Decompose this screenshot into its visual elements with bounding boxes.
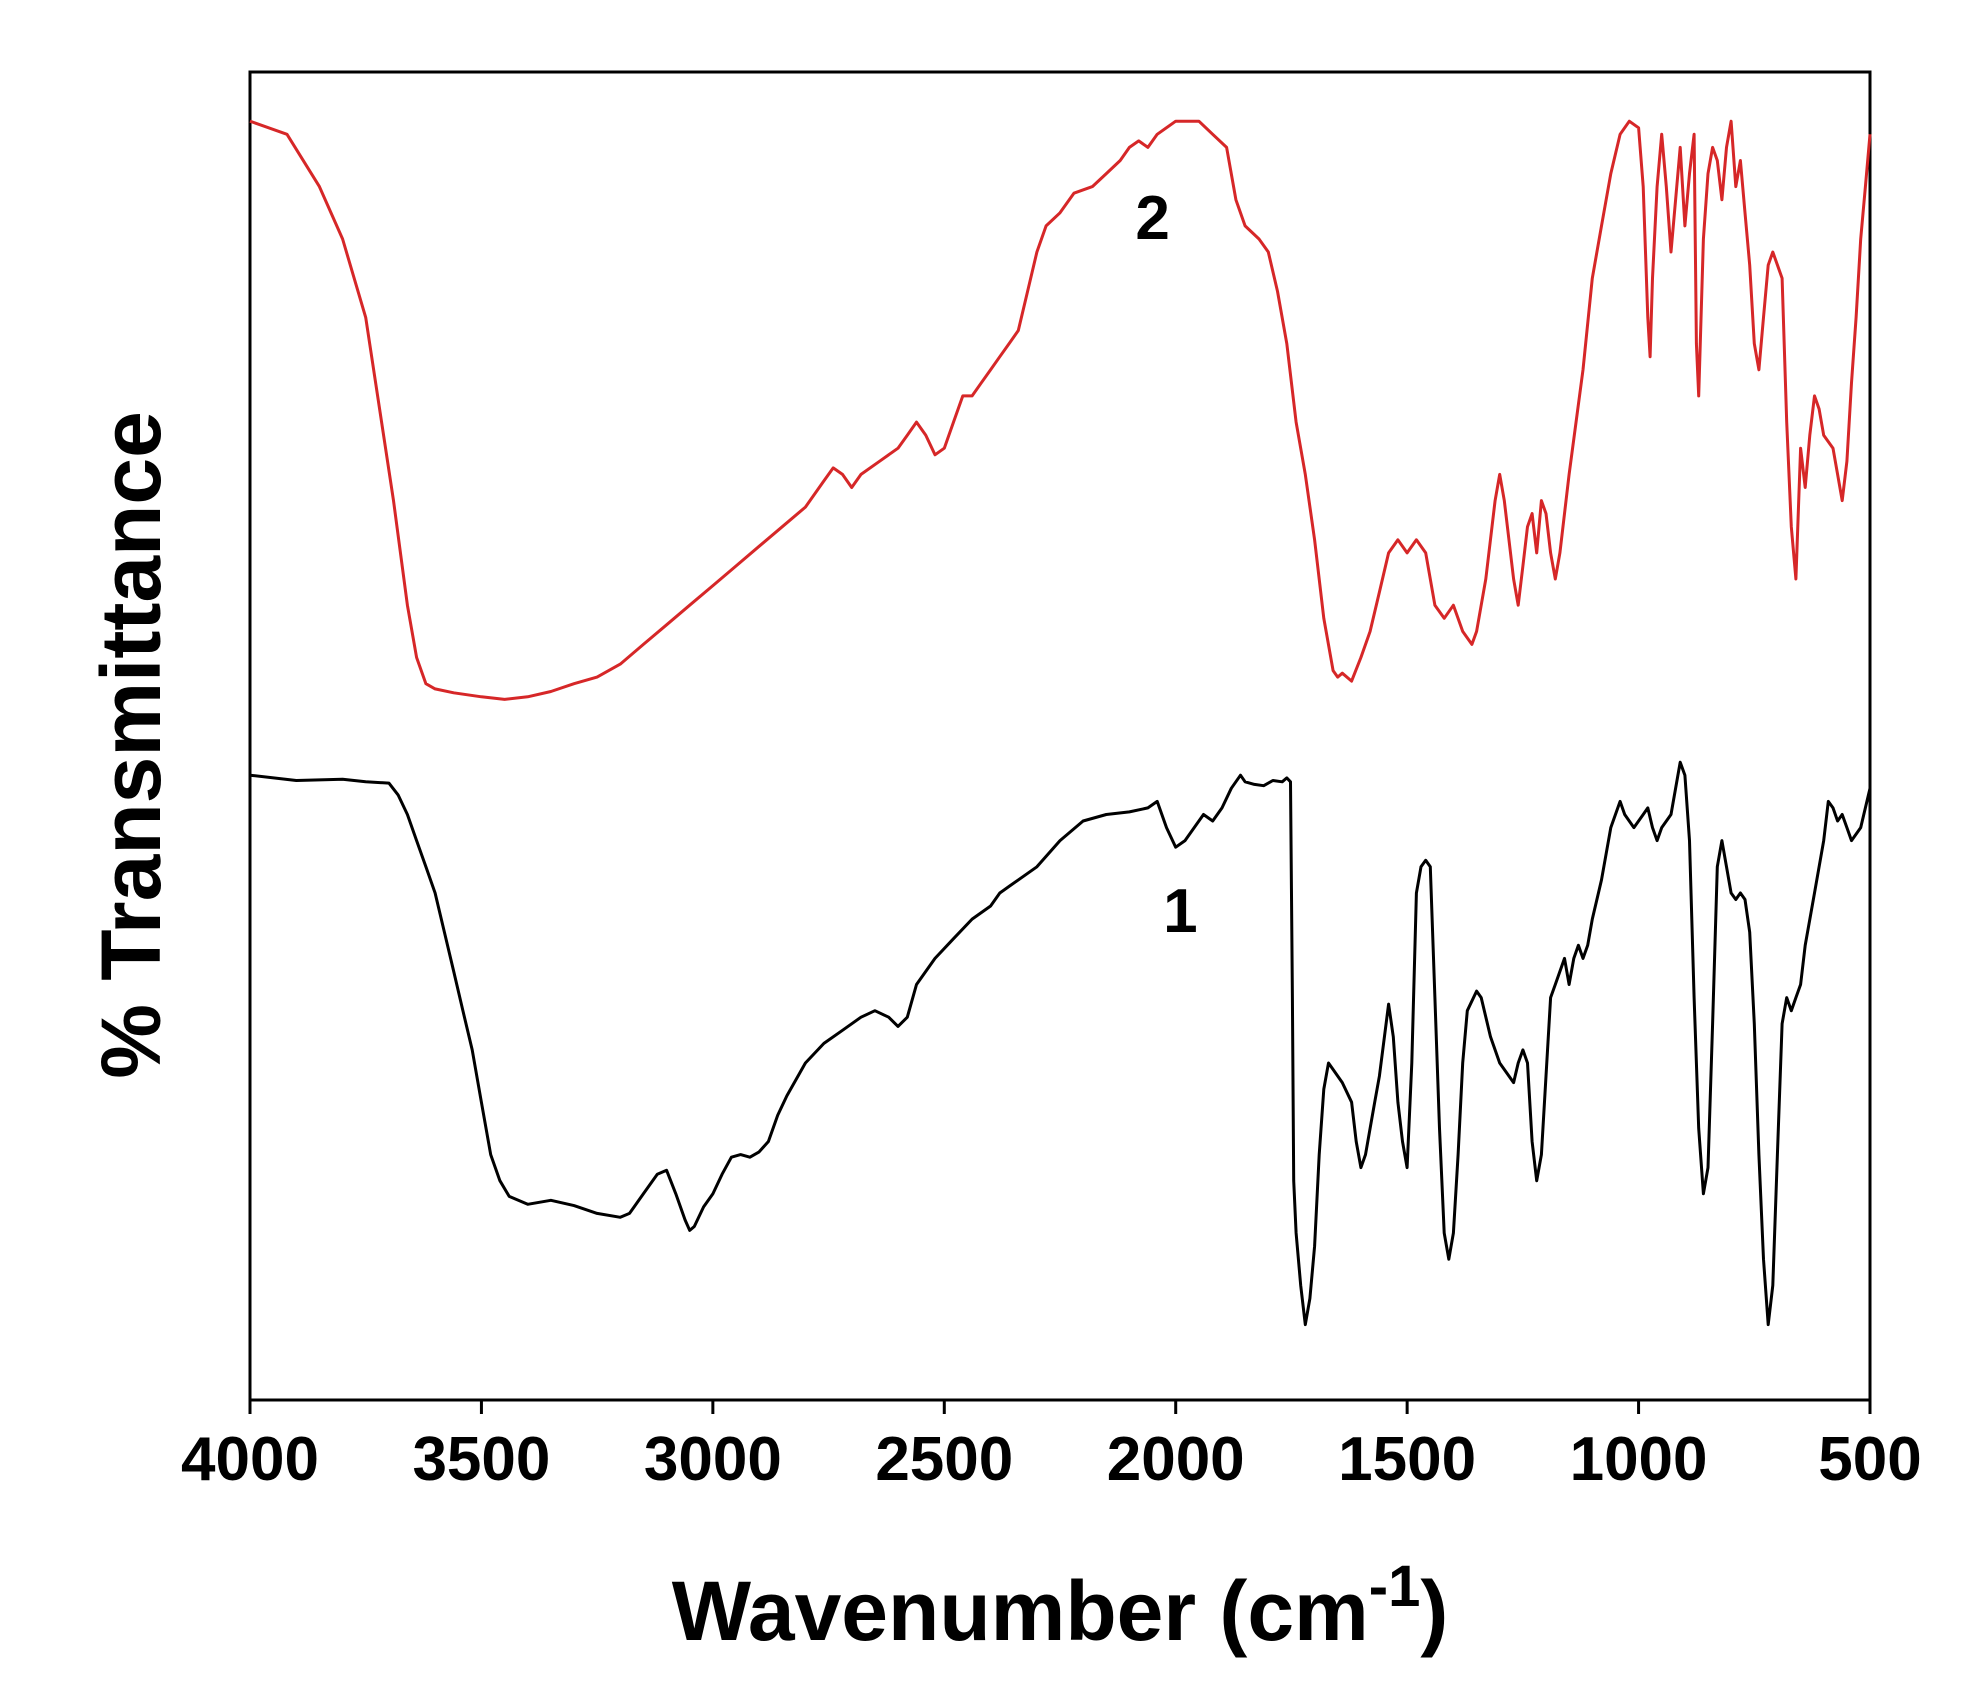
x-tick-label: 1000 — [1570, 1425, 1708, 1494]
x-tick-label: 2000 — [1107, 1425, 1245, 1494]
x-axis-title: Wavenumber (cm-1) — [672, 1554, 1449, 1658]
series-label-1: 1 — [1163, 877, 1197, 946]
x-tick-label: 2500 — [875, 1425, 1013, 1494]
x-tick-label: 1500 — [1338, 1425, 1476, 1494]
series-label-2: 2 — [1135, 184, 1169, 253]
y-axis-title: % Transmittance — [84, 411, 178, 1079]
x-tick-label: 4000 — [181, 1425, 319, 1494]
x-axis-title-close: ) — [1420, 1564, 1448, 1658]
series-labels: 21 — [1135, 184, 1197, 946]
series-line-1 — [249, 760, 1872, 1327]
x-axis-title-superscript: -1 — [1369, 1554, 1421, 1619]
x-tick-label: 500 — [1818, 1425, 1921, 1494]
x-axis-title-main: Wavenumber (cm — [672, 1564, 1369, 1658]
x-axis-ticks — [248, 1400, 1872, 1414]
x-tick-label: 3500 — [412, 1425, 550, 1494]
x-tick-label: 3000 — [644, 1425, 782, 1494]
plot-frame — [248, 70, 1872, 1402]
x-axis-tick-labels: 4000 3500 3000 2500 2000 1500 1000 500 — [181, 1425, 1922, 1494]
series-layer — [249, 119, 1872, 1327]
series-line-2 — [249, 119, 1872, 701]
